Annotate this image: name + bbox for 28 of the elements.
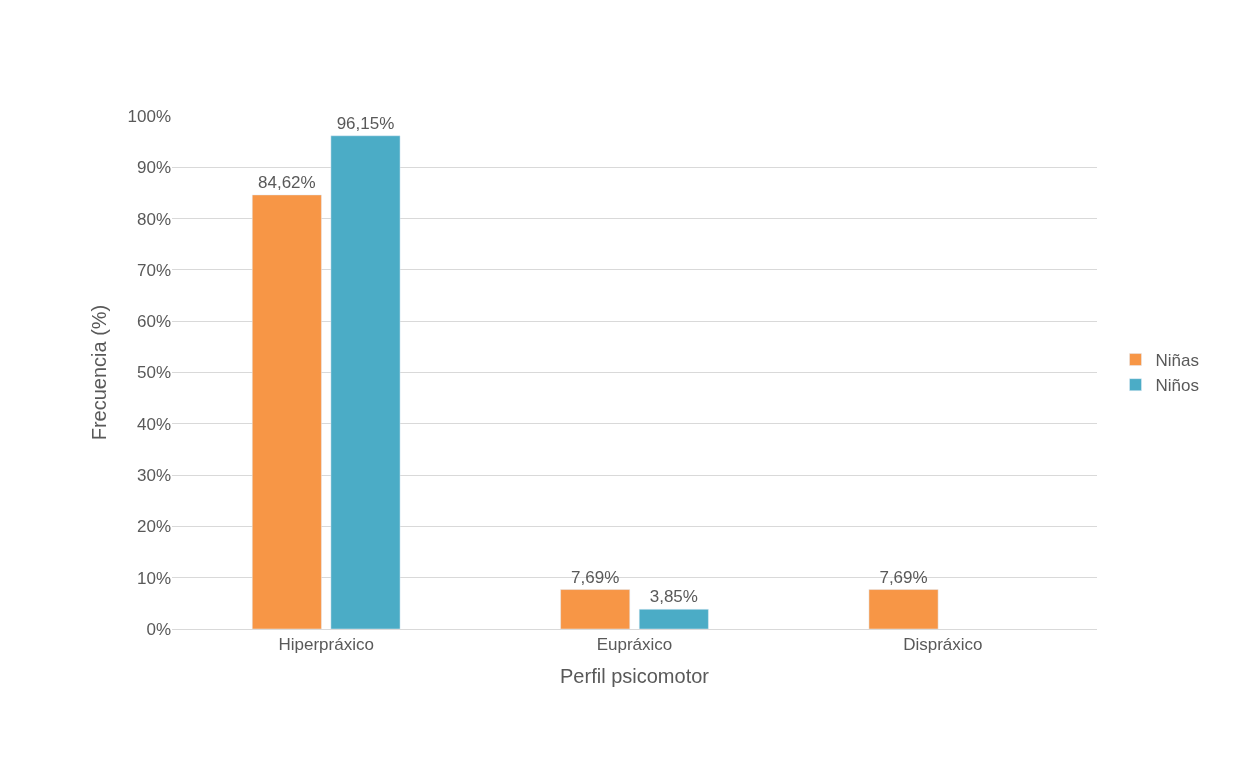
y-tick-label: 0% bbox=[146, 619, 171, 639]
bar bbox=[252, 194, 322, 629]
y-tick-label: 70% bbox=[136, 260, 171, 280]
x-tick-label: Hiperpráxico bbox=[278, 635, 374, 655]
y-tick-label: 40% bbox=[136, 414, 171, 434]
data-label: 7,69% bbox=[879, 567, 928, 587]
bar bbox=[330, 135, 401, 629]
y-tick-label: 20% bbox=[136, 517, 171, 537]
y-tick-label: 10% bbox=[136, 568, 171, 588]
data-label: 96,15% bbox=[336, 113, 395, 133]
legend-label: Niñas bbox=[1155, 351, 1199, 371]
bar bbox=[560, 589, 631, 629]
bar bbox=[868, 589, 939, 629]
y-tick-label: 100% bbox=[127, 106, 171, 126]
y-tick-label: 90% bbox=[136, 158, 171, 178]
y-tick-label: 50% bbox=[136, 363, 171, 383]
bar bbox=[638, 609, 709, 629]
x-tick-label: Dispráxico bbox=[903, 635, 983, 655]
y-tick-label: 80% bbox=[136, 209, 171, 229]
x-axis-title: Perfil psicomotor bbox=[560, 664, 710, 687]
data-label: 3,85% bbox=[649, 587, 698, 607]
y-tick-label: 30% bbox=[136, 466, 171, 486]
legend-label: Niños bbox=[1155, 376, 1199, 396]
y-tick-label: 60% bbox=[136, 312, 171, 332]
data-label: 7,69% bbox=[571, 567, 620, 587]
data-label: 84,62% bbox=[258, 172, 316, 192]
y-axis-title: Frecuencia (%) bbox=[88, 304, 111, 441]
x-tick-label: Eupráxico bbox=[596, 635, 673, 655]
